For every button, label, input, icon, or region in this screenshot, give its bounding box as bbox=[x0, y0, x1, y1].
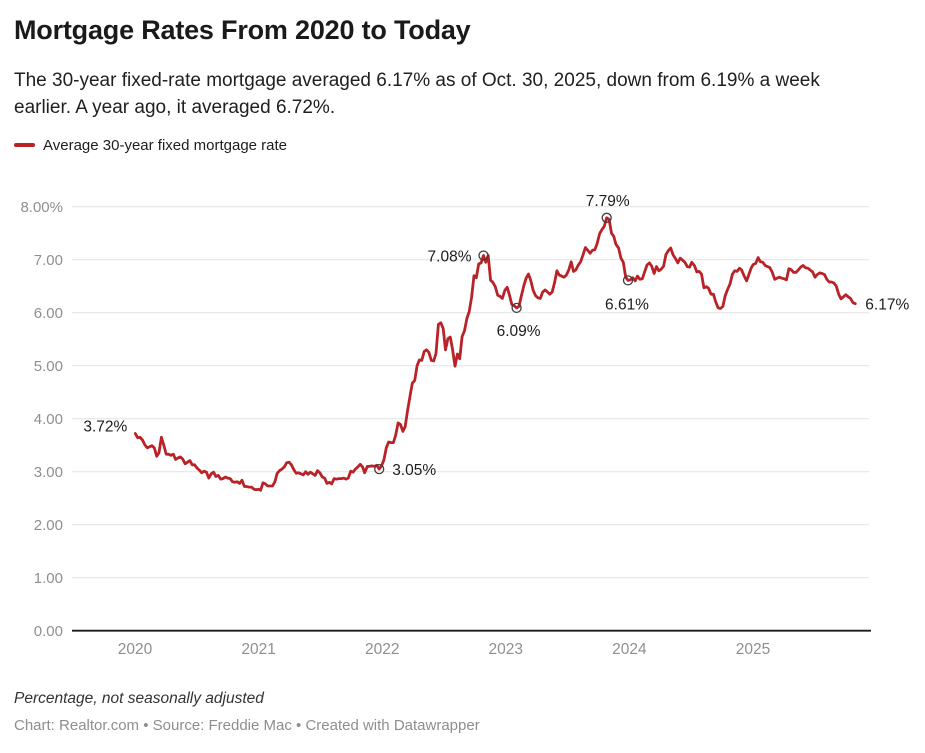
y-tick-label: 5.00 bbox=[34, 358, 63, 375]
y-tick-label: 0.00 bbox=[34, 623, 63, 640]
y-tick-label: 7.00 bbox=[34, 252, 63, 269]
x-tick-label: 2020 bbox=[118, 641, 153, 658]
annotation-label: 7.79% bbox=[586, 193, 630, 210]
y-tick-label: 6.00 bbox=[34, 305, 63, 322]
x-tick-label: 2021 bbox=[241, 641, 275, 658]
chart-description: The 30-year fixed-rate mortgage averaged… bbox=[14, 70, 820, 119]
legend-label: Average 30-year fixed mortgage rate bbox=[43, 136, 288, 154]
y-axis-labels: 8.00% 7.00 6.00 5.00 4.00 3.00 2.00 1.00 0.00 bbox=[20, 199, 63, 640]
annotation-label: 6.09% bbox=[497, 323, 541, 340]
annotation-label: 6.17% bbox=[865, 297, 909, 314]
rate-line bbox=[133, 216, 857, 492]
chart-header: Mortgage Rates From 2020 to Today The 30… bbox=[0, 14, 925, 174]
annotation-marker bbox=[622, 275, 634, 286]
annotation-marker bbox=[511, 302, 522, 314]
annotation-label: 3.72% bbox=[83, 419, 127, 436]
x-tick-label: 2024 bbox=[612, 641, 647, 658]
annotation-label: 3.05% bbox=[392, 462, 436, 479]
x-tick-label: 2022 bbox=[365, 641, 399, 658]
x-tick-label: 2023 bbox=[489, 641, 523, 658]
y-tick-label: 8.00% bbox=[20, 199, 63, 216]
annotation-label: 7.08% bbox=[428, 249, 472, 266]
mortgage-rate-line-chart: 8.00% 7.00 6.00 5.00 4.00 3.00 2.00 1.00 0.00 20… bbox=[20, 193, 909, 658]
axis-note: Percentage, not seasonally adjusted bbox=[14, 690, 264, 707]
annotations: 3.72% 3.05% 7.08% 6.09% 7.79% 6.61% 6.17% bbox=[83, 193, 909, 479]
y-tick-label: 4.00 bbox=[34, 411, 63, 428]
annotation-marker bbox=[601, 212, 612, 223]
credit-line: Chart: Realtor.com • Source: Freddie Mac… bbox=[14, 717, 480, 734]
legend-line-swatch bbox=[14, 143, 35, 148]
legend: Average 30-year fixed mortgage rate bbox=[14, 136, 911, 154]
x-tick-label: 2025 bbox=[736, 641, 770, 658]
annotation-label: 6.61% bbox=[605, 296, 649, 313]
y-tick-label: 3.00 bbox=[34, 464, 63, 481]
chart-title: Mortgage Rates From 2020 to Today bbox=[14, 15, 471, 45]
x-axis-labels: 2020 2021 2022 2023 2024 2025 bbox=[118, 641, 770, 658]
y-tick-label: 1.00 bbox=[34, 570, 63, 587]
annotation-marker bbox=[478, 250, 489, 261]
annotation-marker bbox=[374, 463, 385, 475]
y-tick-label: 2.00 bbox=[34, 517, 63, 534]
chart-footer: Percentage, not seasonally adjusted Char… bbox=[0, 690, 925, 734]
